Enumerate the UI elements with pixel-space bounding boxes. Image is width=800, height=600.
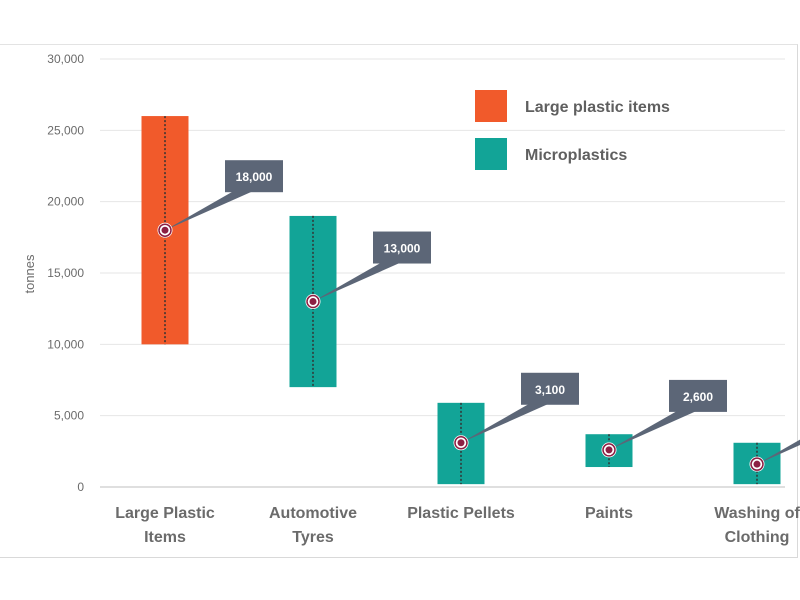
- callout-value: 3,100: [535, 383, 565, 397]
- x-category-label: Plastic Pellets: [407, 505, 515, 522]
- y-tick-label: 15,000: [47, 266, 84, 280]
- legend-label: Large plastic items: [525, 99, 670, 116]
- callout-pointer: [165, 190, 255, 231]
- legend-swatch: [475, 138, 507, 170]
- callout-box: [373, 231, 431, 264]
- legend-label: Microplastics: [525, 147, 627, 164]
- estimate-marker-dot: [161, 226, 169, 234]
- chart-frame: [0, 44, 798, 558]
- estimate-callout: 13,000: [313, 231, 431, 302]
- estimate-callout: 18,000: [165, 160, 283, 231]
- x-category-label: Clothing: [725, 529, 790, 546]
- estimate-marker-dot: [309, 298, 317, 306]
- y-axis-label: tonnes: [22, 254, 37, 294]
- callout-value: 2,600: [683, 390, 713, 404]
- callout-pointer: [313, 261, 403, 302]
- estimate-marker-outline: [602, 443, 616, 457]
- y-tick-label: 25,000: [47, 123, 84, 137]
- estimate-callout: 2,600: [609, 379, 727, 450]
- estimate-marker-outline: [750, 457, 764, 471]
- y-tick-label: 20,000: [47, 195, 84, 209]
- y-tick-label: 10,000: [47, 337, 84, 351]
- estimate-marker-outline: [158, 223, 172, 237]
- callout-pointer: [461, 402, 551, 443]
- estimate-callout: 3,100: [461, 372, 579, 443]
- callout-box: [521, 372, 579, 405]
- x-category-label: Tyres: [292, 529, 334, 546]
- x-category-label: Automotive: [269, 505, 357, 522]
- y-tick-label: 0: [77, 480, 84, 494]
- x-category-label: Washing of: [714, 505, 800, 522]
- legend-swatch: [475, 90, 507, 122]
- callout-pointer: [609, 409, 699, 450]
- estimate-marker-outline: [454, 436, 468, 450]
- x-category-label: Paints: [585, 505, 633, 522]
- estimate-marker-dot: [457, 439, 465, 447]
- x-category-label: Large Plastic: [115, 505, 215, 522]
- y-tick-label: 30,000: [47, 52, 84, 66]
- estimate-marker-dot: [753, 460, 761, 468]
- estimate-marker-outline: [306, 294, 320, 309]
- callout-box: [669, 379, 727, 412]
- x-category-label: Items: [144, 529, 186, 546]
- callout-value: 13,000: [384, 242, 421, 256]
- callout-box: [225, 160, 283, 193]
- y-tick-label: 5,000: [54, 409, 84, 423]
- callout-value: 18,000: [236, 170, 273, 184]
- estimate-marker-dot: [605, 446, 613, 454]
